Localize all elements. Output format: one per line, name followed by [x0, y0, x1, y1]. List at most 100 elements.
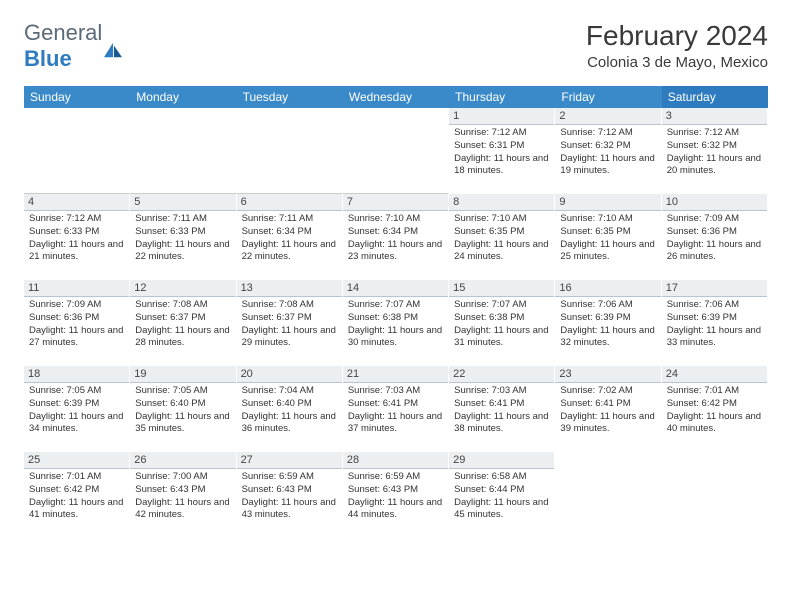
- day-details: Sunrise: 7:00 AMSunset: 6:43 PMDaylight:…: [135, 471, 230, 522]
- day-details: Sunrise: 7:12 AMSunset: 6:33 PMDaylight:…: [29, 213, 124, 264]
- weekday-header-row: SundayMondayTuesdayWednesdayThursdayFrid…: [24, 86, 768, 108]
- day-number: 19: [130, 366, 235, 383]
- day-details: Sunrise: 7:06 AMSunset: 6:39 PMDaylight:…: [667, 299, 762, 350]
- calendar-empty-cell: [237, 108, 343, 194]
- calendar-day-cell: 8 Sunrise: 7:10 AMSunset: 6:35 PMDaylight…: [449, 194, 555, 280]
- day-details: Sunrise: 7:10 AMSunset: 6:35 PMDaylight:…: [560, 213, 655, 264]
- day-number: 14: [343, 280, 448, 297]
- calendar-page: General Blue February 2024 Colonia 3 de …: [0, 0, 792, 558]
- day-details: Sunrise: 7:12 AMSunset: 6:32 PMDaylight:…: [560, 127, 655, 178]
- calendar-day-cell: 26 Sunrise: 7:00 AMSunset: 6:43 PMDayligh…: [130, 452, 236, 538]
- day-details: Sunrise: 7:09 AMSunset: 6:36 PMDaylight:…: [29, 299, 124, 350]
- day-number: 22: [449, 366, 554, 383]
- day-details: Sunrise: 7:04 AMSunset: 6:40 PMDaylight:…: [242, 385, 337, 436]
- calendar-day-cell: 28 Sunrise: 6:59 AMSunset: 6:43 PMDayligh…: [343, 452, 449, 538]
- calendar-day-cell: 16 Sunrise: 7:06 AMSunset: 6:39 PMDayligh…: [555, 280, 661, 366]
- title-block: February 2024 Colonia 3 de Mayo, Mexico: [586, 20, 768, 71]
- day-number: 16: [555, 280, 660, 297]
- day-number: 29: [449, 452, 554, 469]
- calendar-day-cell: 19 Sunrise: 7:05 AMSunset: 6:40 PMDayligh…: [130, 366, 236, 452]
- calendar-day-cell: 29 Sunrise: 6:58 AMSunset: 6:44 PMDayligh…: [449, 452, 555, 538]
- calendar-day-cell: 5 Sunrise: 7:11 AMSunset: 6:33 PMDaylight…: [130, 194, 236, 280]
- day-number: 20: [237, 366, 342, 383]
- day-number: 26: [130, 452, 235, 469]
- calendar-day-cell: 3 Sunrise: 7:12 AMSunset: 6:32 PMDaylight…: [662, 108, 768, 194]
- calendar-day-cell: 15 Sunrise: 7:07 AMSunset: 6:38 PMDayligh…: [449, 280, 555, 366]
- month-title: February 2024: [586, 20, 768, 52]
- day-details: Sunrise: 7:12 AMSunset: 6:32 PMDaylight:…: [667, 127, 762, 178]
- calendar-day-cell: 1 Sunrise: 7:12 AMSunset: 6:31 PMDaylight…: [449, 108, 555, 194]
- day-number: 8: [449, 194, 554, 211]
- day-number: 24: [662, 366, 767, 383]
- page-header: General Blue February 2024 Colonia 3 de …: [24, 20, 768, 72]
- day-number: 23: [555, 366, 660, 383]
- calendar-day-cell: 7Sunrise: 7:10 AMSunset: 6:34 PMDaylight…: [343, 194, 449, 280]
- calendar-day-cell: 23Sunrise: 7:02 AMSunset: 6:41 PMDayligh…: [555, 366, 661, 452]
- day-number: 17: [662, 280, 767, 297]
- day-details: Sunrise: 7:07 AMSunset: 6:38 PMDaylight:…: [454, 299, 549, 350]
- weekday-header-cell: Wednesday: [343, 86, 449, 108]
- calendar-day-cell: 11 Sunrise: 7:09 AMSunset: 6:36 PMDayligh…: [24, 280, 130, 366]
- day-number: 1: [449, 108, 554, 125]
- calendar-empty-cell: [343, 108, 449, 194]
- day-details: Sunrise: 7:11 AMSunset: 6:34 PMDaylight:…: [242, 213, 337, 264]
- day-details: Sunrise: 7:03 AMSunset: 6:41 PMDaylight:…: [454, 385, 549, 436]
- calendar-day-cell: 18Sunrise: 7:05 AMSunset: 6:39 PMDayligh…: [24, 366, 130, 452]
- day-number: 15: [449, 280, 554, 297]
- day-number: 10: [662, 194, 767, 211]
- day-number: 27: [237, 452, 342, 469]
- calendar-day-cell: 4Sunrise: 7:12 AMSunset: 6:33 PMDaylight…: [24, 194, 130, 280]
- day-details: Sunrise: 7:05 AMSunset: 6:40 PMDaylight:…: [135, 385, 230, 436]
- day-number: 12: [130, 280, 235, 297]
- calendar-day-cell: 27 Sunrise: 6:59 AMSunset: 6:43 PMDayligh…: [237, 452, 343, 538]
- logo-part2: Blue: [24, 46, 72, 71]
- day-details: Sunrise: 6:59 AMSunset: 6:43 PMDaylight:…: [348, 471, 443, 522]
- day-details: Sunrise: 7:09 AMSunset: 6:36 PMDaylight:…: [667, 213, 762, 264]
- calendar-grid: 1 Sunrise: 7:12 AMSunset: 6:31 PMDaylight…: [24, 108, 768, 538]
- calendar-empty-cell: [24, 108, 130, 194]
- day-number: 11: [24, 280, 129, 297]
- day-number: 6: [237, 194, 342, 211]
- day-number: 5: [130, 194, 235, 211]
- calendar-day-cell: 22 Sunrise: 7:03 AMSunset: 6:41 PMDayligh…: [449, 366, 555, 452]
- day-details: Sunrise: 7:10 AMSunset: 6:34 PMDaylight:…: [348, 213, 443, 264]
- calendar-day-cell: 2 Sunrise: 7:12 AMSunset: 6:32 PMDaylight…: [555, 108, 661, 194]
- calendar-day-cell: 12Sunrise: 7:08 AMSunset: 6:37 PMDayligh…: [130, 280, 236, 366]
- day-details: Sunrise: 7:01 AMSunset: 6:42 PMDaylight:…: [29, 471, 124, 522]
- day-number: 25: [24, 452, 129, 469]
- calendar-day-cell: 6 Sunrise: 7:11 AMSunset: 6:34 PMDaylight…: [237, 194, 343, 280]
- calendar-day-cell: 20 Sunrise: 7:04 AMSunset: 6:40 PMDayligh…: [237, 366, 343, 452]
- day-number: 3: [662, 108, 767, 125]
- calendar-empty-cell: [130, 108, 236, 194]
- weekday-header-cell: Thursday: [449, 86, 555, 108]
- day-number: 28: [343, 452, 448, 469]
- calendar-day-cell: 13 Sunrise: 7:08 AMSunset: 6:37 PMDayligh…: [237, 280, 343, 366]
- day-details: Sunrise: 7:11 AMSunset: 6:33 PMDaylight:…: [135, 213, 230, 264]
- weekday-header-cell: Friday: [555, 86, 661, 108]
- day-details: Sunrise: 6:59 AMSunset: 6:43 PMDaylight:…: [242, 471, 337, 522]
- day-details: Sunrise: 6:58 AMSunset: 6:44 PMDaylight:…: [454, 471, 549, 522]
- calendar-day-cell: 9Sunrise: 7:10 AMSunset: 6:35 PMDaylight…: [555, 194, 661, 280]
- day-number: 21: [343, 366, 448, 383]
- day-number: 13: [237, 280, 342, 297]
- day-details: Sunrise: 7:06 AMSunset: 6:39 PMDaylight:…: [560, 299, 655, 350]
- calendar-day-cell: 24 Sunrise: 7:01 AMSunset: 6:42 PMDayligh…: [662, 366, 768, 452]
- weekday-header-cell: Saturday: [662, 86, 768, 108]
- calendar-day-cell: 25 Sunrise: 7:01 AMSunset: 6:42 PMDayligh…: [24, 452, 130, 538]
- calendar-day-cell: 14 Sunrise: 7:07 AMSunset: 6:38 PMDayligh…: [343, 280, 449, 366]
- day-details: Sunrise: 7:03 AMSunset: 6:41 PMDaylight:…: [348, 385, 443, 436]
- logo: General Blue: [24, 20, 124, 72]
- weekday-header-cell: Tuesday: [237, 86, 343, 108]
- logo-part1: General: [24, 20, 102, 45]
- day-details: Sunrise: 7:07 AMSunset: 6:38 PMDaylight:…: [348, 299, 443, 350]
- day-details: Sunrise: 7:10 AMSunset: 6:35 PMDaylight:…: [454, 213, 549, 264]
- calendar-day-cell: 17 Sunrise: 7:06 AMSunset: 6:39 PMDayligh…: [662, 280, 768, 366]
- day-number: 2: [555, 108, 660, 125]
- logo-sail-icon: [102, 41, 124, 59]
- weekday-header-cell: Sunday: [24, 86, 130, 108]
- location-text: Colonia 3 de Mayo, Mexico: [586, 54, 768, 71]
- day-details: Sunrise: 7:01 AMSunset: 6:42 PMDaylight:…: [667, 385, 762, 436]
- day-details: Sunrise: 7:12 AMSunset: 6:31 PMDaylight:…: [454, 127, 549, 178]
- calendar-day-cell: 21 Sunrise: 7:03 AMSunset: 6:41 PMDayligh…: [343, 366, 449, 452]
- day-details: Sunrise: 7:08 AMSunset: 6:37 PMDaylight:…: [242, 299, 337, 350]
